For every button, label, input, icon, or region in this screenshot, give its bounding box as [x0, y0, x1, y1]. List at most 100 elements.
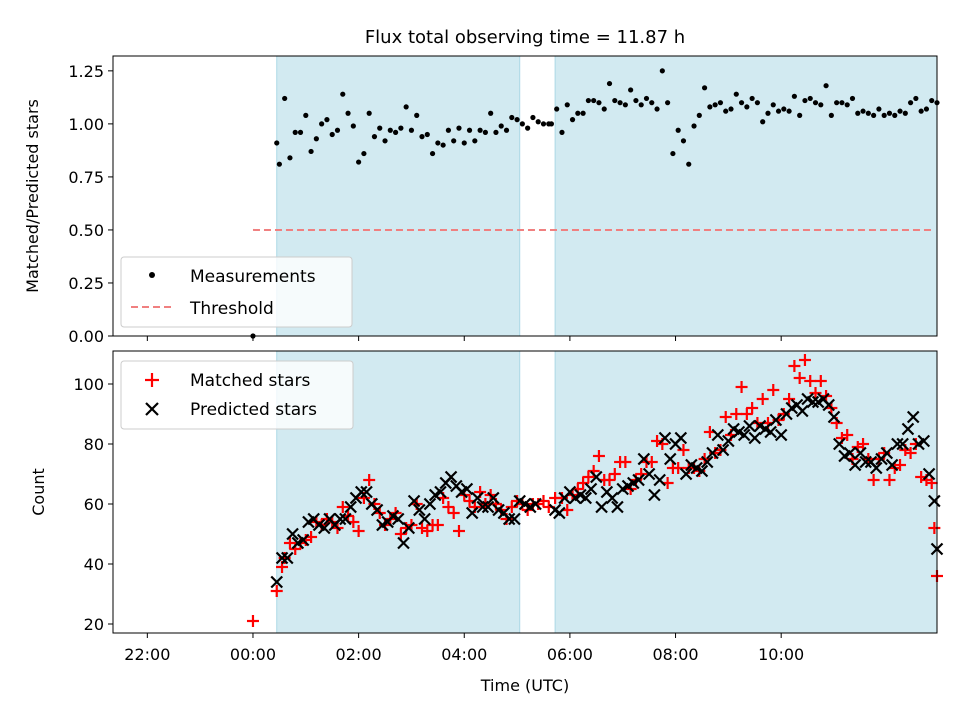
measurement-point [654, 106, 660, 112]
measurement-point [554, 106, 560, 112]
measurement-point [760, 119, 766, 125]
measurement-point [493, 129, 499, 135]
x-axis-label: Time (UTC) [480, 676, 569, 695]
measurement-point [659, 68, 665, 74]
predicted-star-point [318, 521, 331, 535]
measurement-point [419, 134, 425, 140]
predicted-star-point [553, 506, 566, 520]
measurement-point [723, 108, 729, 114]
predicted-star-point [806, 395, 820, 409]
measurement-point [849, 95, 856, 102]
measurements-legend-marker [149, 272, 155, 278]
predicted-star-point [737, 428, 751, 442]
predicted-star-point [764, 425, 777, 439]
predicted-star-point [896, 437, 909, 451]
predicted-star-point [476, 500, 490, 514]
measurement-point [738, 100, 745, 106]
predicted-star-point [632, 473, 645, 487]
predicted-star-point [584, 482, 598, 496]
measurement-point [775, 108, 782, 114]
measurement-point [340, 91, 346, 97]
measurement-point [628, 87, 634, 93]
measurement-point [791, 93, 797, 99]
measurement-point [540, 121, 547, 127]
bottom-x-tick-label: 08:00 [652, 645, 698, 664]
measurement-point [834, 100, 840, 106]
matched-star-point [577, 477, 590, 489]
top-y-axis-label: Matched/Predicted stars [23, 99, 42, 293]
predicted-star-point [700, 455, 714, 469]
measurement-point [818, 102, 824, 108]
measurement-point [329, 131, 335, 138]
predicted-star-point [827, 410, 841, 424]
measurement-point [871, 112, 877, 118]
measurement-point [886, 110, 893, 116]
predicted-star-point [695, 464, 709, 478]
predicted-star-point [407, 494, 421, 508]
measurement-point [408, 127, 415, 133]
bottom-shaded-range [554, 350, 938, 634]
measurement-point [392, 129, 399, 135]
top-y-tick-label: 1.00 [68, 115, 104, 134]
measurement-point [606, 80, 613, 87]
measurement-point [601, 106, 607, 112]
predicted-star-point [286, 527, 299, 541]
measurement-point [466, 127, 473, 133]
matched-star-point [336, 501, 349, 513]
predicted-star-point [590, 470, 603, 484]
measurement-point [929, 97, 935, 104]
predicted-star-point [854, 446, 867, 460]
predicted-star-point [605, 491, 619, 505]
measurement-point [585, 97, 591, 104]
predicted-star-point [413, 503, 426, 517]
measurement-point [622, 102, 628, 108]
predicted-star-point [674, 431, 688, 445]
matched-star-point [582, 471, 595, 483]
measurement-point [297, 129, 304, 135]
predicted-star-point [748, 431, 762, 445]
measurement-point [807, 95, 813, 102]
measurement-point [754, 100, 761, 106]
predicted-star-point [917, 434, 931, 448]
measurement-point [509, 114, 515, 121]
measurement-point [717, 100, 724, 106]
top-axes-frame [112, 55, 938, 337]
measurement-point [530, 114, 536, 121]
predicted-star-point [579, 491, 593, 505]
predicted-star-point [333, 512, 347, 526]
top-shaded-ranges [276, 55, 938, 337]
threshold-legend-label: Threshold [189, 299, 274, 319]
predicted-star-point [270, 575, 284, 589]
predicted-star-point [465, 506, 479, 520]
bottom-x-ticks: 22:00 00:00 02:00 04:00 06:00 08:00 10:00 [124, 633, 804, 664]
measurement-point [313, 136, 319, 142]
matched-star-point [677, 444, 690, 456]
measurement-point [675, 127, 681, 133]
predicted-star-point [663, 452, 677, 466]
measurement-point [535, 119, 541, 125]
measurement-point [456, 125, 462, 131]
measurement-point [324, 117, 330, 123]
measurement-point [643, 95, 650, 102]
predicted-stars-points [270, 392, 944, 589]
measurement-point [686, 161, 692, 167]
predicted-star-point [444, 470, 458, 484]
measurement-point [382, 138, 388, 144]
matched-star-point [809, 387, 822, 399]
predicted-star-point [281, 551, 294, 565]
measurement-point [665, 100, 671, 106]
matched-star-point [793, 372, 806, 384]
predicted-star-point [901, 422, 915, 436]
predicted-star-point [928, 494, 941, 508]
bottom-y-tick-label: 40 [84, 555, 104, 574]
measurement-point [366, 110, 372, 116]
measurement-point [881, 112, 887, 118]
ratio-panel: Flux total observing time = 11.87 h 0.00… [23, 27, 940, 346]
matched-star-point [603, 474, 616, 486]
matched-legend-label: Matched stars [190, 371, 310, 391]
measurement-point [525, 125, 531, 131]
predicted-star-point [796, 404, 809, 418]
top-y-tick-label: 0.00 [68, 327, 104, 346]
predicted-star-point [611, 500, 624, 514]
predicted-star-point [891, 437, 904, 451]
